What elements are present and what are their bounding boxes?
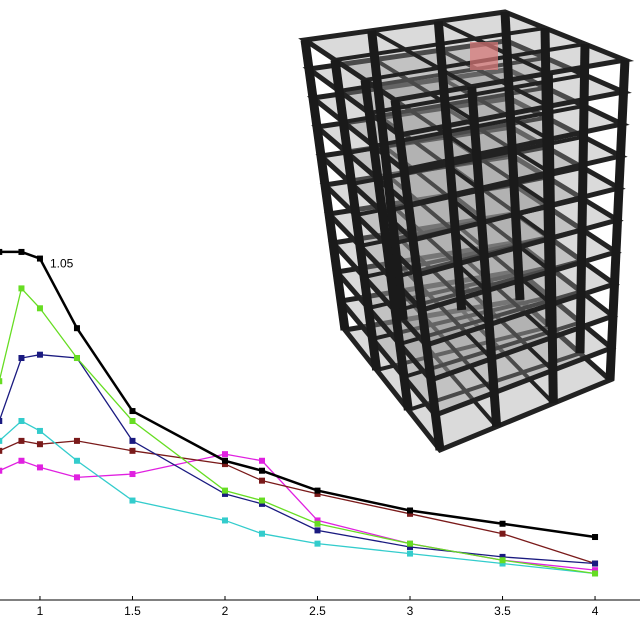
point-marker xyxy=(314,490,321,497)
point-marker xyxy=(129,497,136,504)
point-marker xyxy=(0,437,3,444)
point-marker xyxy=(407,550,414,557)
point-marker xyxy=(18,248,25,255)
column xyxy=(433,20,467,311)
point-marker xyxy=(221,487,228,494)
point-marker xyxy=(0,378,3,385)
point-marker xyxy=(73,457,80,464)
point-marker xyxy=(36,305,43,312)
point-marker xyxy=(73,325,80,332)
point-marker xyxy=(18,285,25,292)
point-marker xyxy=(0,447,3,454)
point-marker xyxy=(592,570,599,577)
column xyxy=(360,79,413,411)
point-marker xyxy=(258,497,265,504)
beam xyxy=(370,28,473,89)
point-marker xyxy=(221,517,228,524)
point-marker xyxy=(36,351,43,358)
column xyxy=(575,43,590,354)
column xyxy=(467,86,502,427)
beam xyxy=(460,308,555,405)
point-marker xyxy=(18,417,25,424)
beam xyxy=(395,260,494,361)
column xyxy=(390,99,445,451)
point-marker xyxy=(592,567,599,574)
point-marker xyxy=(129,417,136,424)
series-line xyxy=(0,453,596,571)
x-tick-label: 2 xyxy=(222,604,229,618)
point-marker xyxy=(36,441,43,448)
point-marker xyxy=(73,355,80,362)
point-marker xyxy=(258,457,265,464)
point-marker xyxy=(18,457,25,464)
point-marker xyxy=(499,553,506,560)
series-line xyxy=(0,420,596,575)
beam xyxy=(439,48,550,109)
beam xyxy=(453,221,554,306)
beam xyxy=(455,250,554,339)
point-marker xyxy=(592,560,599,567)
point-marker xyxy=(18,355,25,362)
core xyxy=(470,42,498,70)
beam xyxy=(373,57,476,123)
point-marker xyxy=(18,437,25,444)
x-tick-label: 1.5 xyxy=(124,604,141,618)
point-marker xyxy=(314,520,321,527)
point-marker xyxy=(73,437,80,444)
point-marker xyxy=(499,560,506,567)
point-marker xyxy=(36,255,43,262)
column xyxy=(367,30,408,321)
point-marker xyxy=(36,427,43,434)
series-line xyxy=(0,440,596,565)
column xyxy=(330,59,382,371)
point-marker xyxy=(0,417,3,424)
x-tick-label: 3 xyxy=(407,604,414,618)
point-marker xyxy=(258,467,265,474)
point-marker xyxy=(73,474,80,481)
x-tick-label: 3.5 xyxy=(494,604,511,618)
point-marker xyxy=(314,527,321,534)
point-marker xyxy=(592,534,599,541)
point-marker xyxy=(129,471,136,478)
point-marker xyxy=(499,530,506,537)
beam xyxy=(444,106,551,175)
beam xyxy=(451,192,553,273)
point-marker xyxy=(221,457,228,464)
building-render xyxy=(298,9,635,454)
column xyxy=(500,11,525,301)
column xyxy=(605,59,630,381)
column xyxy=(543,73,558,404)
point-marker xyxy=(258,530,265,537)
point-marker xyxy=(221,490,228,497)
point-marker xyxy=(314,517,321,524)
point-marker xyxy=(499,557,506,564)
point-marker xyxy=(258,500,265,507)
point-marker xyxy=(129,408,136,415)
point-marker xyxy=(407,507,414,514)
point-marker xyxy=(221,461,228,468)
x-tick-label: 1 xyxy=(37,604,44,618)
point-marker xyxy=(36,464,43,471)
x-tick-label: 4 xyxy=(592,604,599,618)
point-marker xyxy=(129,447,136,454)
point-marker xyxy=(407,510,414,517)
beam xyxy=(398,289,496,395)
column xyxy=(300,39,350,331)
point-marker xyxy=(0,248,3,255)
point-marker xyxy=(407,540,414,547)
annotation: 1.05 xyxy=(50,257,74,271)
x-tick-label: 2.5 xyxy=(309,604,326,618)
point-marker xyxy=(314,487,321,494)
point-marker xyxy=(314,540,321,547)
point-marker xyxy=(0,467,3,474)
point-marker xyxy=(499,520,506,527)
point-marker xyxy=(129,437,136,444)
point-marker xyxy=(221,451,228,458)
point-marker xyxy=(258,477,265,484)
chart: 1 1.5 2 2.5 3 3.5 4 1.05 xyxy=(0,248,640,618)
point-marker xyxy=(407,543,414,550)
